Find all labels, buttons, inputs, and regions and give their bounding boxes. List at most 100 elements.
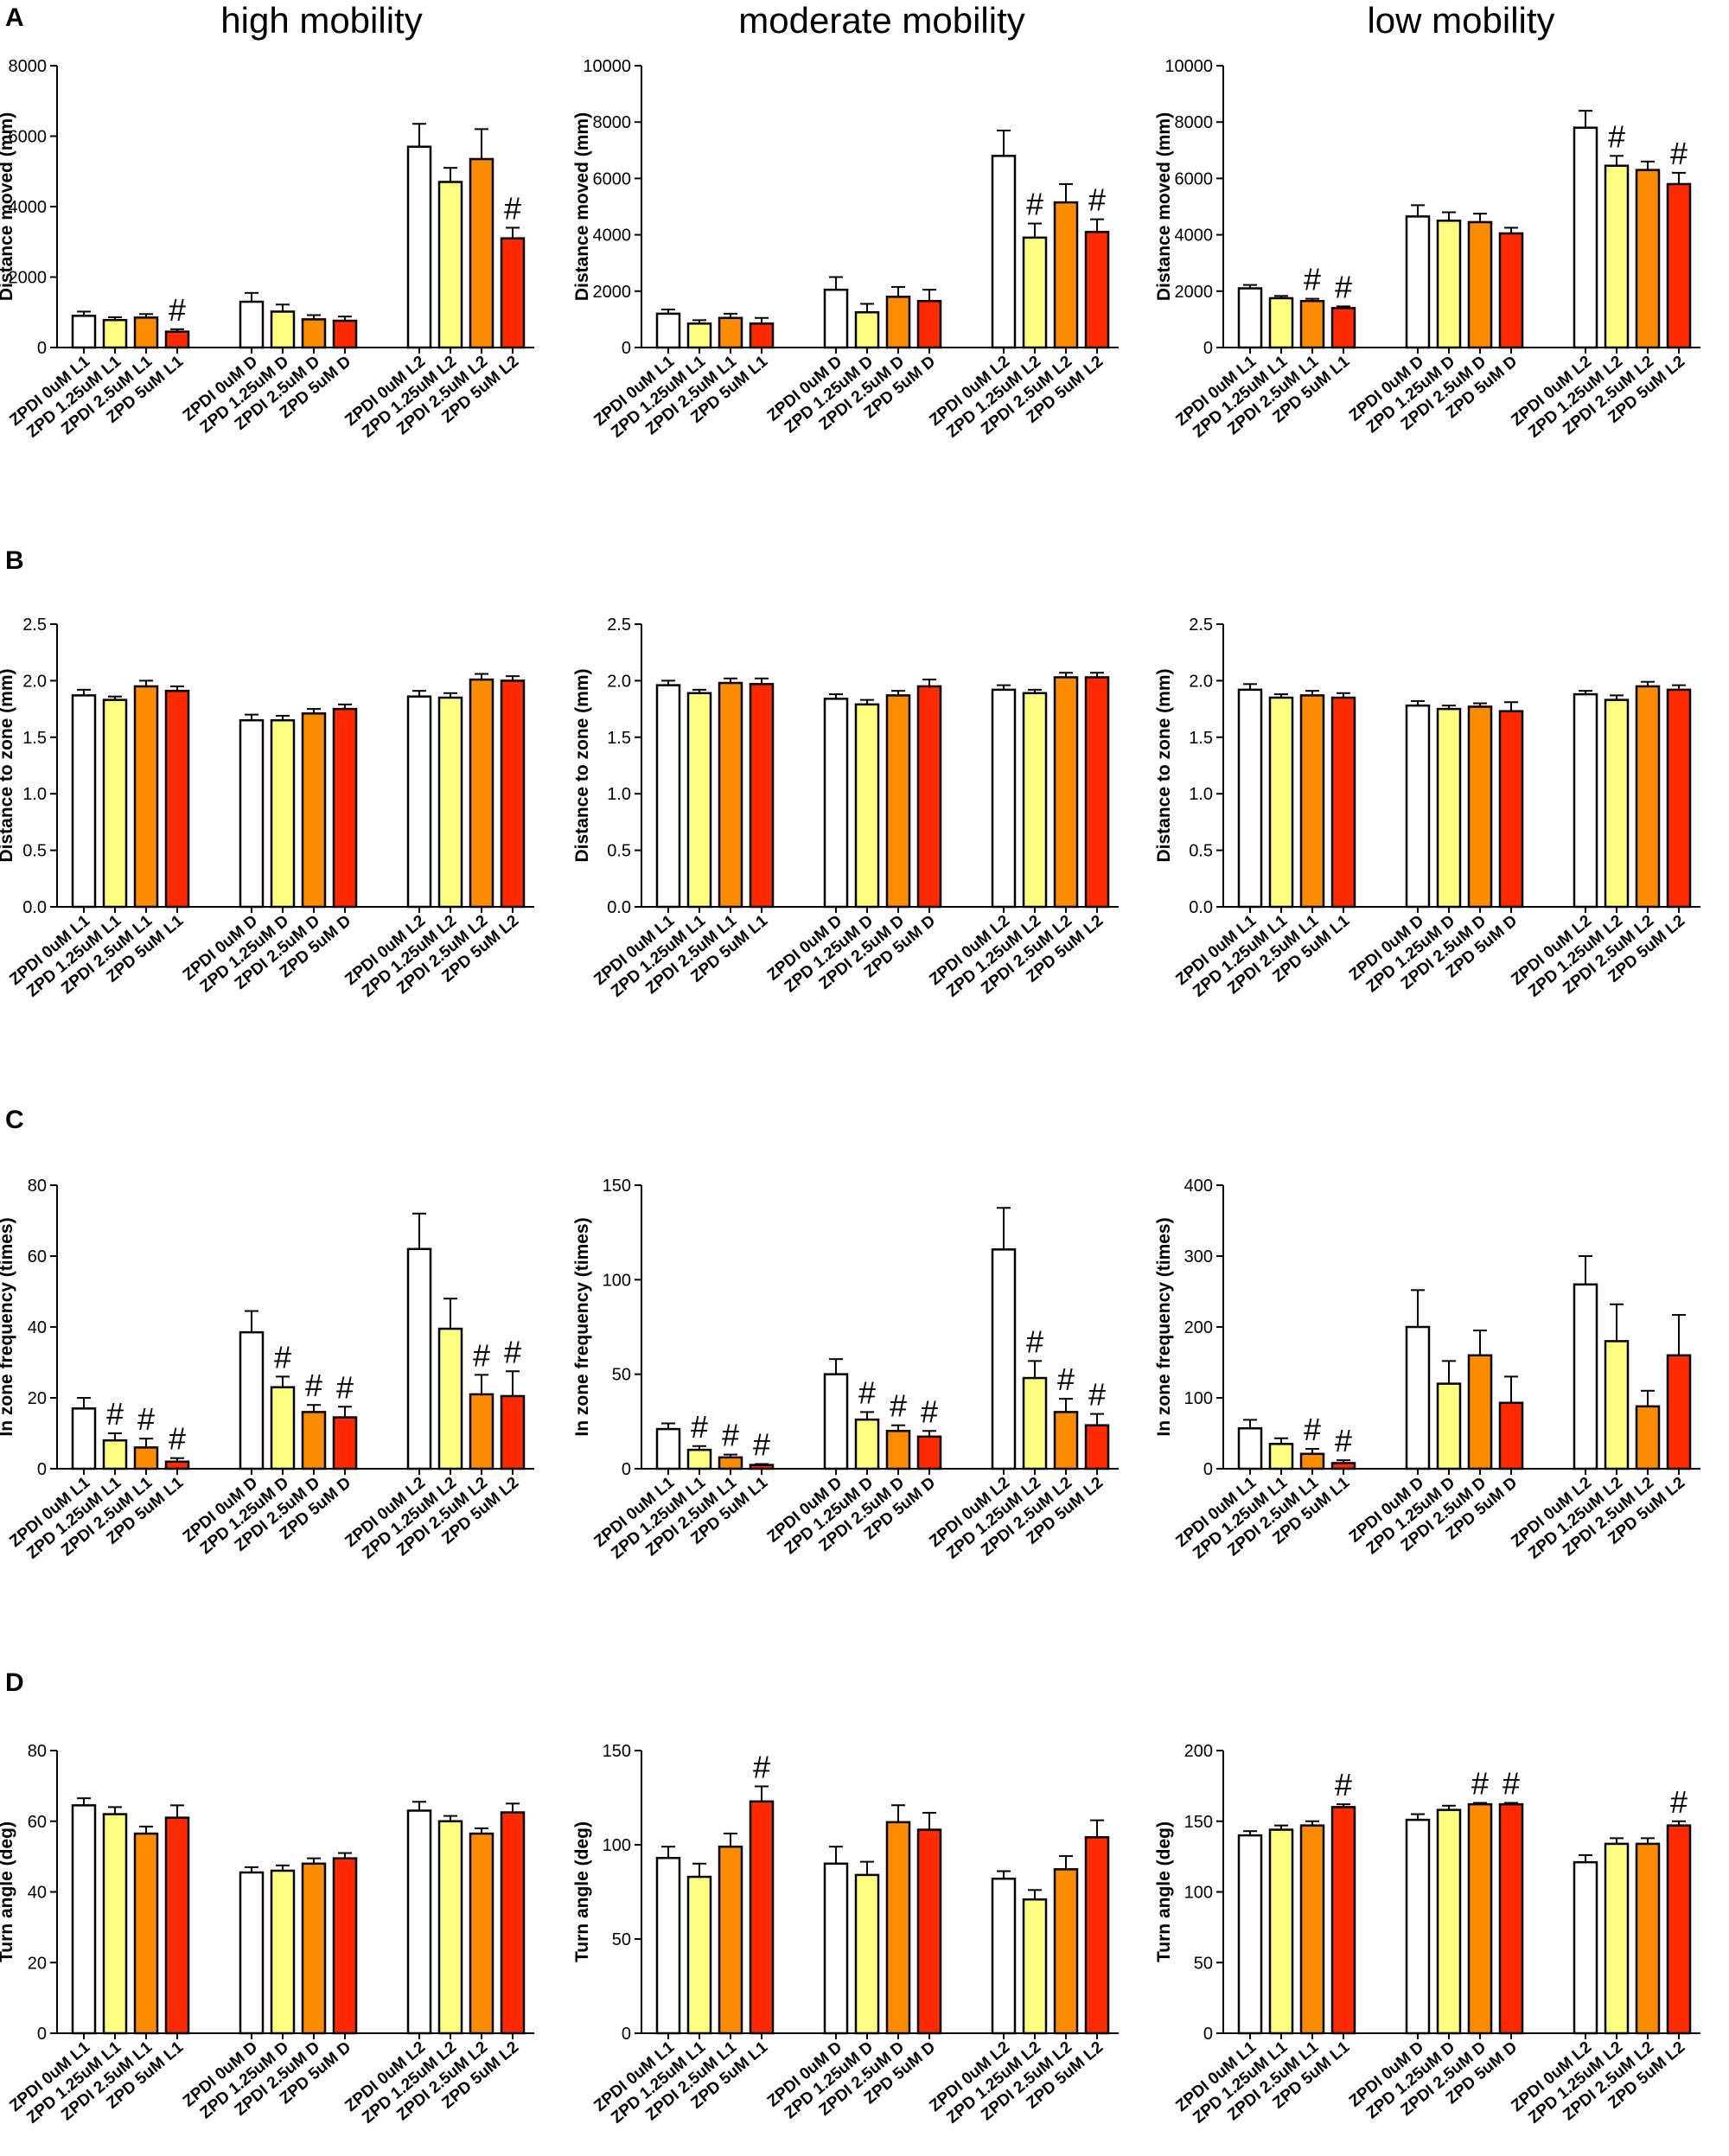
y-tick-label: 60 [28, 1247, 47, 1266]
bar-zpd-5um-l1 [749, 683, 775, 909]
y-tick-label: 2.5 [22, 616, 47, 635]
bar-zpdi-0um-l2 [406, 1247, 432, 1470]
panel-label-a: A [5, 3, 24, 32]
y-tick-label: 300 [1184, 1247, 1213, 1266]
y-tick-label: 0.5 [607, 842, 631, 861]
bar-zpd-5um-d [916, 299, 942, 349]
bar-zpdi-2-5um-d [301, 1411, 327, 1470]
significance-mark: # [1335, 1423, 1352, 1458]
bar-zpdi-0um-l2 [1573, 1860, 1598, 2035]
bar-zpdi-0um-d [823, 1862, 849, 2035]
significance-mark: # [1471, 1765, 1489, 1801]
bar-zpd-5um-l1 [164, 330, 190, 349]
y-axis-label: In zone frequency (times) [0, 1217, 16, 1436]
y-tick-label: 50 [612, 1930, 631, 1949]
bar-zpdi-2-5um-l1 [133, 316, 159, 349]
bar-zpd-5um-l2 [1666, 688, 1692, 909]
bar-zpd-1-25um-l2 [1022, 692, 1048, 909]
bar-zpd-1-25um-d [270, 718, 296, 909]
bar-zpd-1-25um-l2 [1022, 1376, 1048, 1470]
bar-zpdi-0um-d [823, 288, 849, 349]
bar-zpdi-2-5um-l1 [1299, 694, 1325, 909]
bar-zpdi-0um-l2 [1573, 126, 1598, 349]
y-tick-label: 6000 [1175, 169, 1214, 188]
bar-zpd-5um-d [916, 1828, 942, 2035]
y-tick-label: 200 [1184, 1318, 1213, 1337]
bar-zpd-1-25um-l2 [1604, 1340, 1630, 1470]
bar-zpdi-0um-d [1405, 1818, 1431, 2035]
y-axis-label: Turn angle (deg) [572, 1821, 592, 1962]
bar-zpd-5um-d [332, 1416, 358, 1470]
bar-zpdi-2-5um-l2 [1635, 685, 1661, 909]
y-tick-label: 2000 [9, 269, 48, 288]
bar-zpdi-2-5um-d [1467, 1354, 1493, 1470]
bar-zpdi-2-5um-l1 [1299, 1452, 1325, 1470]
bar-zpdi-0um-l1 [1237, 287, 1263, 349]
y-tick-label: 40 [28, 1884, 47, 1903]
bar-zpd-5um-l2 [1666, 1354, 1692, 1470]
significance-mark: # [336, 1369, 354, 1405]
y-tick-label: 0 [622, 1460, 631, 1479]
bar-zpd-5um-d [916, 1435, 942, 1470]
bar-zpd-1-25um-d [270, 310, 296, 349]
y-axis-label: Distance moved (mm) [572, 112, 592, 301]
y-tick-label: 40 [28, 1318, 47, 1337]
y-tick-label: 0 [1203, 2025, 1213, 2044]
bar-zpd-1-25um-d [854, 1418, 880, 1470]
significance-mark: # [1026, 187, 1043, 222]
bar-zpd-1-25um-l2 [437, 1327, 463, 1470]
bar-zpd-1-25um-l1 [1268, 696, 1294, 909]
significance-mark: # [1503, 1765, 1520, 1801]
chart-a-moderate-mobility: 0 2000 4000 6000 8000 10000 Distance moved (mm… [572, 57, 1119, 442]
bar-zpd-1-25um-d [1436, 1382, 1462, 1470]
significance-mark: # [137, 1401, 155, 1437]
y-tick-label: 6000 [593, 169, 632, 188]
panel-label-c: C [5, 1106, 24, 1134]
bar-zpdi-2-5um-l2 [469, 1832, 494, 2035]
bar-zpd-5um-l1 [749, 322, 775, 349]
significance-mark: # [169, 1421, 186, 1457]
y-tick-label: 0.0 [1189, 898, 1213, 917]
bar-zpd-1-25um-l1 [686, 692, 712, 909]
bar-zpd-5um-l2 [1084, 1836, 1110, 2035]
y-axis-label: Distance to zone (mm) [1154, 668, 1174, 862]
bar-zpd-1-25um-l1 [686, 1448, 712, 1470]
y-tick-label: 100 [1184, 1389, 1213, 1408]
bar-zpd-1-25um-l2 [1022, 236, 1048, 349]
bar-zpdi-2-5um-l2 [1053, 1868, 1079, 2035]
bar-zpdi-2-5um-l1 [133, 685, 159, 909]
y-tick-label: 400 [1184, 1177, 1213, 1196]
y-tick-label: 0.5 [22, 842, 47, 861]
bar-zpdi-2-5um-l1 [1299, 1824, 1325, 2035]
bar-zpdi-2-5um-l2 [469, 157, 494, 349]
bar-zpdi-2-5um-l2 [1053, 201, 1079, 349]
bar-zpdi-0um-l2 [1573, 692, 1598, 909]
y-tick-label: 4000 [593, 226, 632, 246]
bar-zpd-1-25um-l2 [1604, 164, 1630, 349]
bar-zpdi-0um-l1 [1237, 688, 1263, 909]
bar-zpdi-2-5um-l1 [1299, 299, 1325, 349]
y-tick-label: 150 [603, 1742, 631, 1761]
bar-zpd-1-25um-l2 [437, 1820, 463, 2035]
bar-zpdi-0um-d [239, 1871, 265, 2035]
bar-zpdi-2-5um-l2 [1635, 1842, 1661, 2035]
y-axis-label: In zone frequency (times) [572, 1217, 592, 1436]
bar-zpd-5um-l2 [500, 1811, 526, 2035]
significance-mark: # [473, 1337, 490, 1373]
significance-mark: # [1304, 262, 1321, 297]
bar-zpd-5um-l1 [164, 1816, 190, 2035]
bar-zpd-5um-l2 [500, 679, 526, 909]
bar-zpdi-0um-d [239, 1330, 265, 1470]
column-title-low-mobility: low mobility [1367, 0, 1555, 41]
y-tick-label: 0 [1203, 1460, 1213, 1479]
y-tick-label: 150 [603, 1177, 631, 1196]
significance-mark: # [274, 1339, 291, 1375]
bar-zpd-5um-d [916, 685, 942, 909]
bar-zpd-5um-l1 [1330, 696, 1356, 909]
y-tick-label: 2.0 [607, 672, 631, 691]
significance-mark: # [169, 292, 186, 328]
y-tick-label: 150 [1184, 1813, 1213, 1832]
y-tick-label: 2000 [1175, 283, 1214, 302]
bar-zpd-1-25um-d [270, 1869, 296, 2035]
